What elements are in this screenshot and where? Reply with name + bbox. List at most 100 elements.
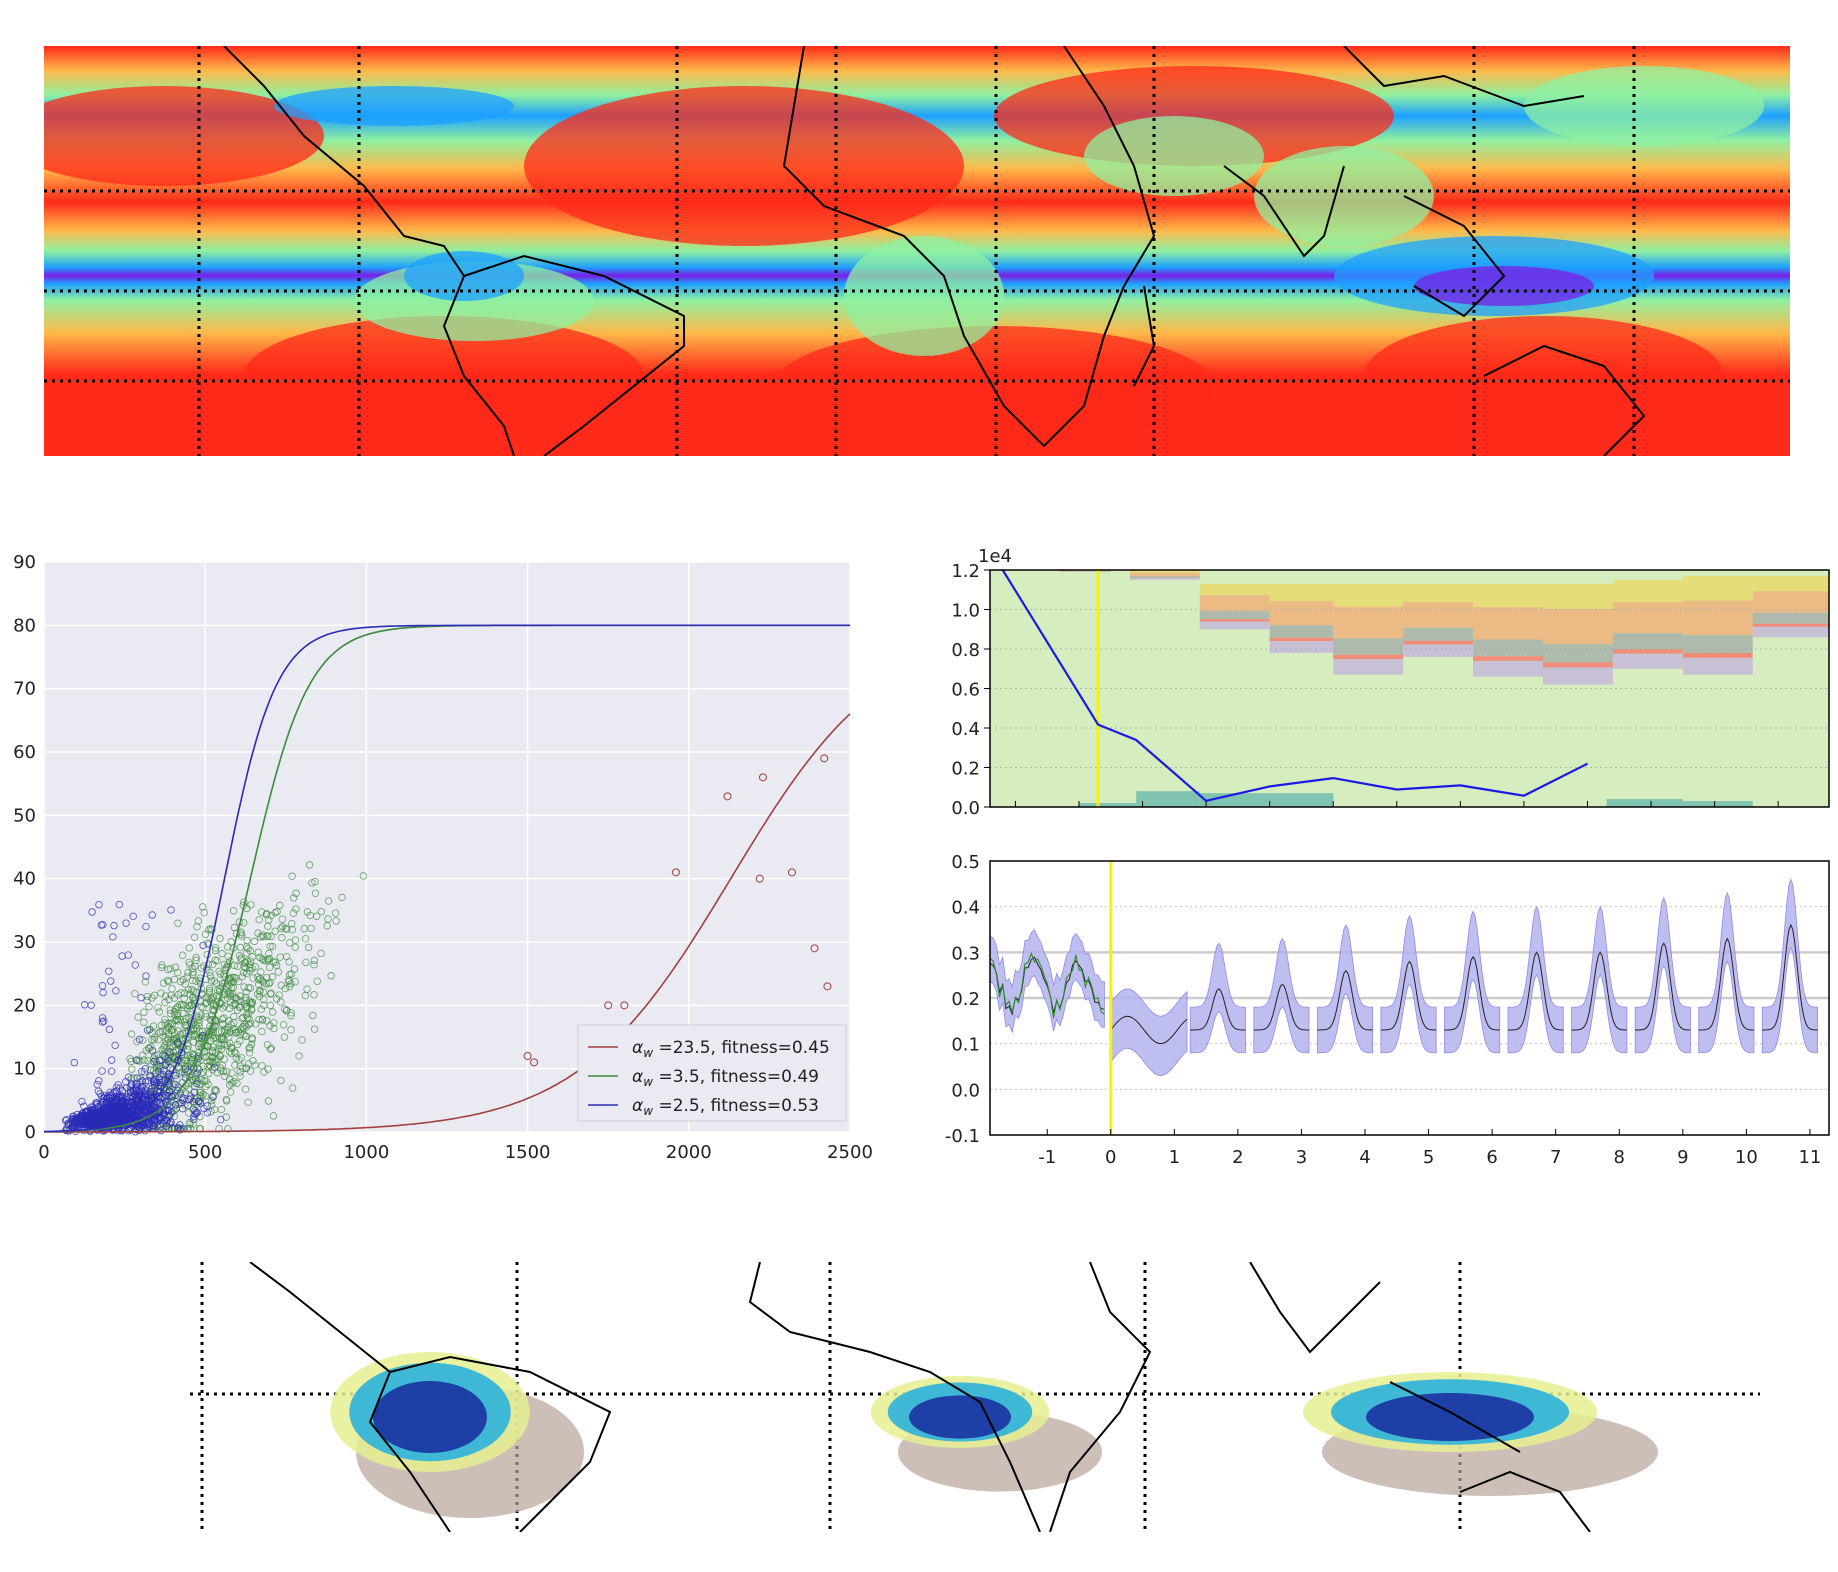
green-point (268, 973, 277, 981)
green-point (255, 975, 263, 984)
blue-point (105, 967, 113, 975)
blue-point (135, 1126, 143, 1135)
map-blob (1414, 266, 1594, 306)
blue-point (97, 1118, 105, 1126)
green-point (201, 1010, 210, 1018)
y-tick-label: 0.5 (951, 852, 980, 873)
green-point (140, 1008, 148, 1016)
green-point (245, 1060, 253, 1068)
periodic-band (1761, 878, 1818, 1054)
blue-point (148, 1047, 157, 1055)
stack-segment (1269, 601, 1334, 626)
green-point (174, 1017, 183, 1025)
y-tick-label: 0.1 (951, 1035, 980, 1056)
blue-point (109, 933, 117, 941)
scatter-chart: 0 500 1000 1500 2000 2500 0 10 20 30 40 50 60 70 80 90 α… (13, 552, 873, 1163)
green-point (244, 944, 252, 953)
green-point (201, 930, 210, 938)
blue-point (114, 1126, 122, 1135)
blue-point (94, 1087, 103, 1095)
green-point (236, 1062, 244, 1070)
green-point (290, 965, 299, 973)
green-point (176, 1015, 185, 1024)
green-point (155, 1061, 163, 1070)
green-point (178, 951, 187, 959)
blue-point (88, 908, 96, 916)
blue-point (118, 952, 126, 960)
periodic-band (1634, 896, 1691, 1054)
y-tick-label: 90 (13, 552, 36, 573)
stack-segment (1682, 652, 1753, 658)
green-point (133, 1037, 141, 1046)
blue-point (105, 1115, 114, 1123)
green-point (264, 932, 272, 940)
green-point (251, 963, 259, 971)
green-point (268, 1008, 277, 1016)
blue-point (167, 906, 175, 914)
green-point (190, 933, 199, 941)
green-point (306, 911, 314, 920)
blue-point (146, 1088, 154, 1096)
green-point (170, 1112, 178, 1121)
coastline (1483, 344, 1646, 456)
map-blob (524, 86, 964, 246)
y-tick-label: 0.2 (951, 759, 980, 780)
x-tick-label: 5 (1423, 1147, 1434, 1168)
periodic-mean (1571, 951, 1627, 1031)
sigmoid-curve (44, 624, 850, 1133)
green-point (257, 1005, 266, 1014)
green-point (246, 1019, 255, 1028)
blue-point (171, 1080, 179, 1089)
green-point (162, 1026, 171, 1035)
green-point (216, 1051, 224, 1060)
blue-point (186, 1092, 195, 1100)
green-point (227, 1049, 236, 1058)
green-point (292, 905, 300, 913)
green-point (295, 1052, 303, 1060)
green-point (310, 956, 319, 965)
green-point (189, 1120, 198, 1128)
x-tick-label: 10 (1735, 1147, 1758, 1168)
green-point (304, 943, 313, 952)
stack-segment (1199, 583, 1270, 596)
stack-segment (1612, 633, 1683, 650)
green-point (233, 1040, 242, 1049)
green-point (211, 956, 219, 964)
green-point (262, 957, 270, 965)
green-point (230, 973, 238, 982)
green-point (171, 1016, 179, 1025)
green-point (157, 1021, 166, 1030)
stack-segment (1333, 638, 1404, 655)
green-point (307, 924, 315, 933)
stack-segment (1682, 635, 1753, 653)
green-point (253, 990, 262, 998)
green-point (248, 953, 257, 961)
bottom-stack (1606, 799, 1683, 807)
blue-point (115, 900, 123, 909)
green-point (166, 1044, 174, 1052)
y-tick-label: 70 (13, 679, 36, 700)
green-point (127, 1030, 136, 1038)
green-point (266, 990, 275, 998)
green-point (233, 1006, 242, 1014)
blue-point (152, 1092, 161, 1101)
blue-point (78, 1097, 86, 1106)
south-america-rain-core (373, 1381, 487, 1453)
green-point (226, 1088, 235, 1096)
green-point (229, 1001, 237, 1010)
map-blob (1254, 146, 1434, 246)
y-tick-label: 1.2 (951, 561, 980, 582)
green-point (173, 1012, 182, 1020)
blue-point (145, 1122, 154, 1130)
sigmoid-curve (44, 713, 851, 1133)
green-point (242, 988, 250, 996)
green-point (178, 1029, 187, 1038)
green-point (189, 993, 197, 1001)
green-point (138, 1051, 147, 1060)
band-line-panel: -0.1 0.0 0.1 0.2 0.3 0.4 0.5 -1 0 1 2 3 4 5 6 7 8 9 10 11 (900, 825, 1838, 1180)
green-point (267, 932, 275, 941)
green-point (243, 1013, 252, 1022)
scale-label: 1e4 (978, 546, 1012, 567)
green-point (232, 1054, 240, 1062)
green-point (205, 940, 213, 949)
